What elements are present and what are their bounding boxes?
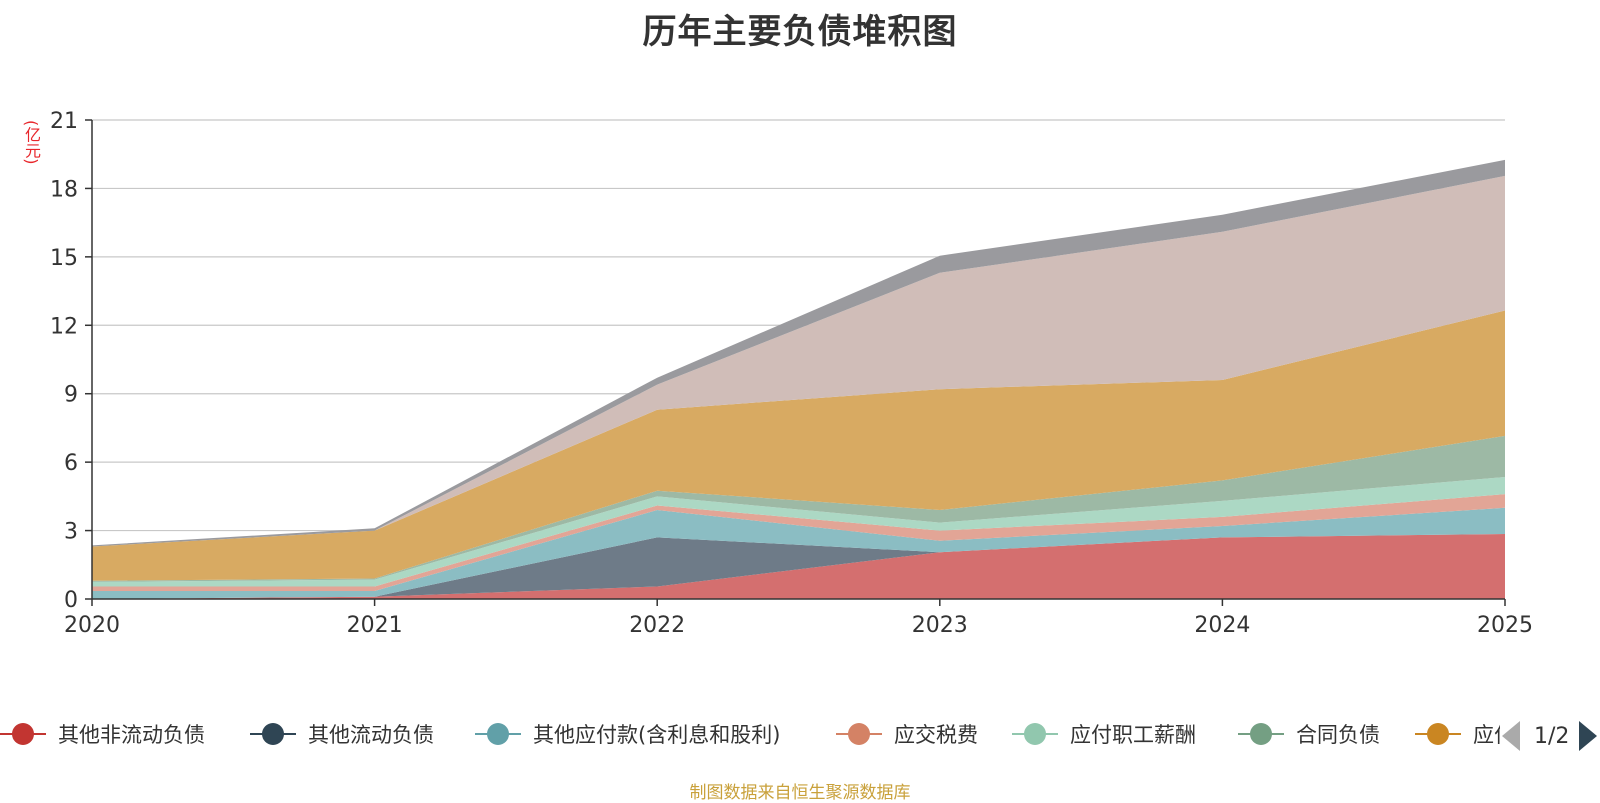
legend: 其他非流动负债 其他流动负债 其他应付款(含利息和股利) 应交税费 应付职工薪酬 合同负债… [0, 716, 1500, 752]
y-tick-label-0: 0 [64, 588, 78, 613]
legend-item-6[interactable]: 应付账款 [1415, 716, 1500, 752]
legend-item-2[interactable]: 其他应付款(含利息和股利) [475, 716, 780, 752]
legend-label: 应交税费 [894, 723, 978, 747]
legend-pager: 1/2 [1500, 718, 1600, 754]
legend-marker-icon [1238, 716, 1284, 752]
y-tick-label-15: 15 [50, 246, 78, 271]
legend-marker-dot [487, 723, 509, 745]
legend-marker-dot [848, 723, 870, 745]
legend-item-3[interactable]: 应交税费 [836, 716, 978, 752]
legend-marker-dot [1024, 723, 1046, 745]
legend-marker-icon [1012, 716, 1058, 752]
legend-prev-arrow-icon[interactable] [1502, 721, 1520, 751]
area-series-3 [92, 494, 1505, 591]
y-tick-label-3: 3 [64, 520, 78, 545]
y-tick-label-21: 21 [50, 109, 78, 134]
x-tick-label-2023: 2023 [912, 613, 968, 638]
legend-marker-dot [262, 723, 284, 745]
legend-label: 应付职工薪酬 [1070, 723, 1196, 747]
x-tick-label-2021: 2021 [347, 613, 403, 638]
legend-marker-icon [836, 716, 882, 752]
legend-marker-dot [1250, 723, 1272, 745]
legend-marker-dot [12, 723, 34, 745]
axes: 0 3 6 9 12 15 18 21 2020 2021 2022 2023 2024 2025 [50, 109, 1533, 638]
legend-marker-icon [475, 716, 521, 752]
legend-page-indicator: 1/2 [1534, 723, 1570, 749]
y-tick-label-9: 9 [64, 383, 78, 408]
data-source-note: 制图数据来自恒生聚源数据库 [689, 783, 911, 803]
x-tick-label-2025: 2025 [1477, 613, 1533, 638]
legend-item-0[interactable]: 其他非流动负债 [0, 716, 205, 752]
area-series-2 [92, 507, 1505, 599]
x-tick-label-2022: 2022 [629, 613, 685, 638]
area-series-0 [92, 534, 1505, 599]
area-series-4 [92, 477, 1505, 587]
x-tick-label-2024: 2024 [1194, 613, 1250, 638]
area-series [92, 159, 1505, 599]
legend-item-5[interactable]: 合同负债 [1238, 716, 1380, 752]
area-series-1 [92, 534, 1505, 599]
legend-item-4[interactable]: 应付职工薪酬 [1012, 716, 1196, 752]
area-series-5 [92, 435, 1505, 582]
legend-next-arrow-icon[interactable] [1579, 721, 1598, 751]
legend-label: 其他应付款(含利息和股利) [533, 723, 781, 747]
legend-label: 其他非流动负债 [58, 723, 205, 747]
y-axis-unit-label: (亿元) [22, 120, 41, 165]
x-tick-label-2020: 2020 [64, 613, 120, 638]
legend-marker-dot [1427, 723, 1449, 745]
legend-item-1[interactable]: 其他流动负债 [250, 716, 434, 752]
area-series-6 [92, 310, 1505, 581]
area-series-7 [92, 175, 1505, 547]
legend-label: 应付账款 [1473, 723, 1500, 747]
legend-marker-icon [250, 716, 296, 752]
legend-marker-icon [1415, 716, 1461, 752]
legend-marker-icon [0, 716, 46, 752]
legend-label: 其他流动负债 [308, 723, 434, 747]
chart-title: 历年主要负债堆积图 [642, 12, 958, 52]
y-tick-label-6: 6 [64, 451, 78, 476]
legend-label: 合同负债 [1296, 723, 1380, 747]
area-series-8 [92, 159, 1505, 547]
y-tick-label-18: 18 [50, 177, 78, 202]
y-tick-label-12: 12 [50, 314, 78, 339]
